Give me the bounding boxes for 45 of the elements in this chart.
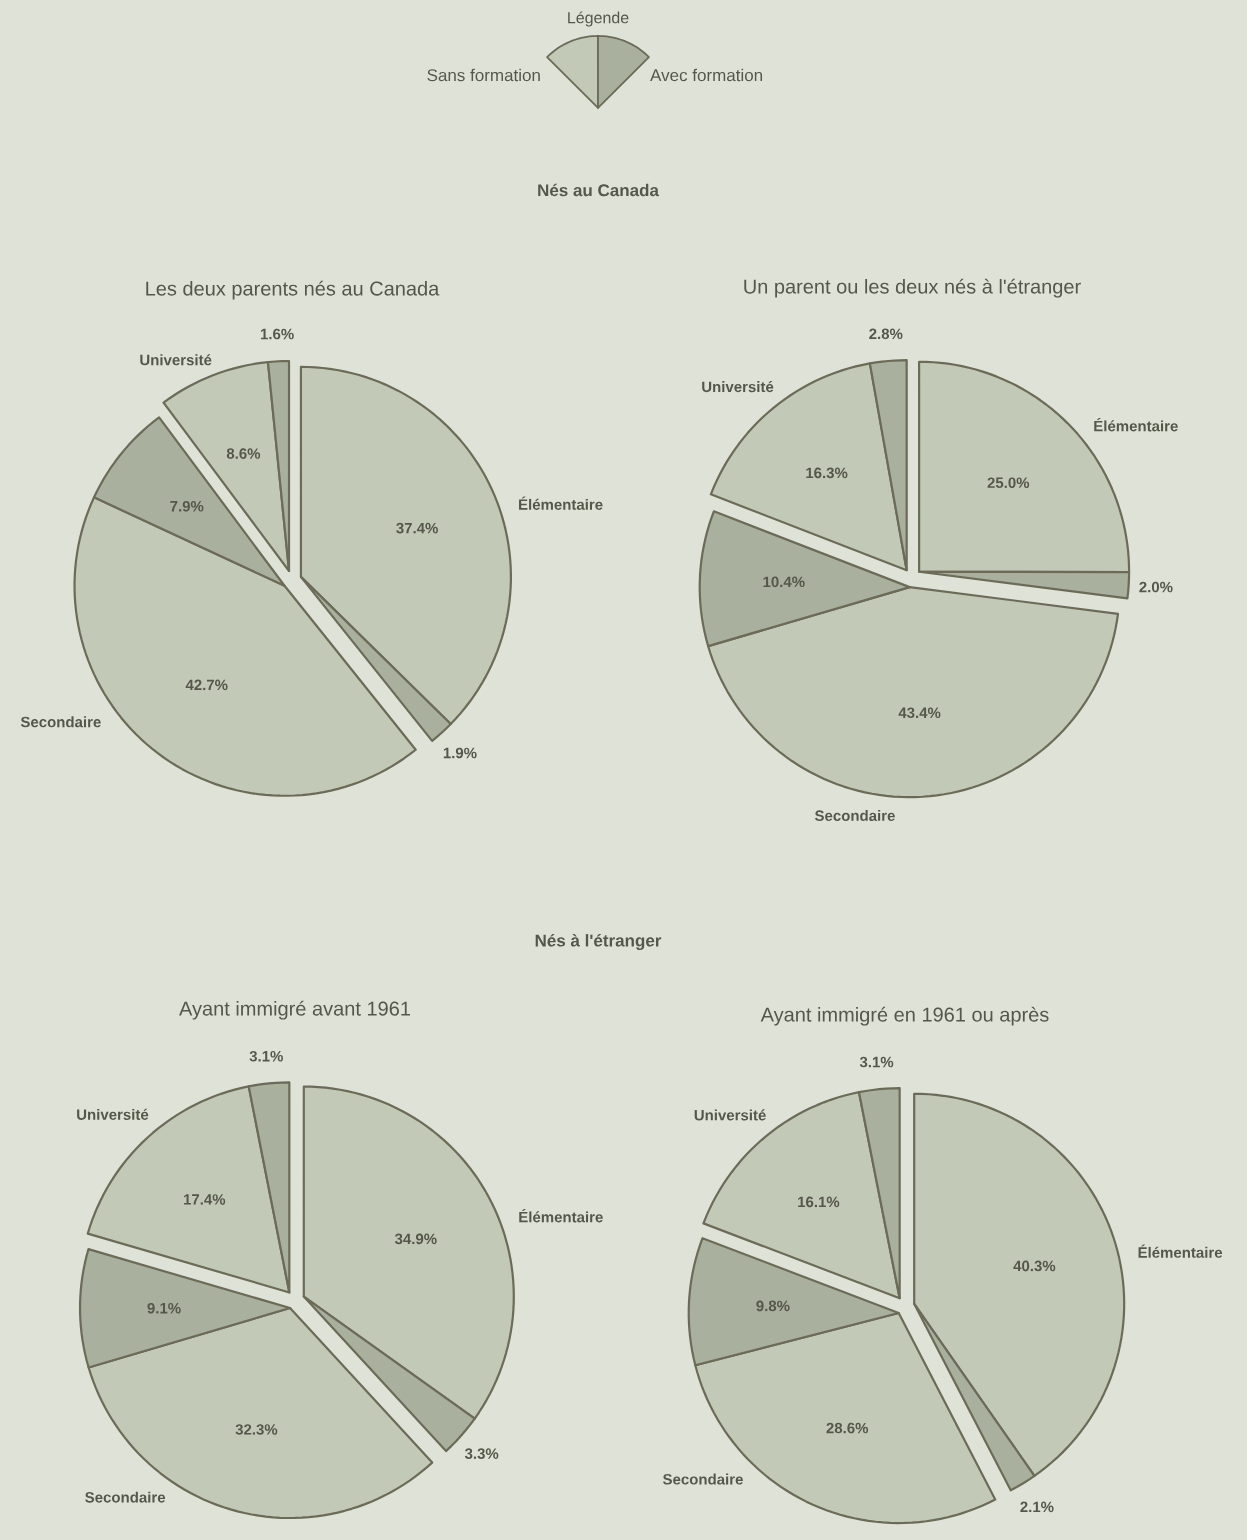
data-label: 9.8% — [756, 1300, 790, 1312]
slice-label: Secondaire — [814, 810, 895, 822]
data-label: 3.1% — [249, 1050, 283, 1062]
chart-title: Un parent ou les deux nés à l'étranger — [744, 278, 1081, 298]
data-label: 1.9% — [443, 747, 477, 759]
slice-label: Secondaire — [20, 716, 101, 728]
slice-label: Élémentaire — [519, 1208, 603, 1223]
chart-title: Les deux parents nés au Canada — [146, 280, 440, 300]
data-label: 37.4% — [396, 522, 438, 534]
text: Sans formation — [427, 68, 540, 82]
slice-label: Secondaire — [662, 1473, 743, 1485]
data-label: 42.7% — [185, 679, 228, 691]
text: Nés au Canada — [538, 183, 660, 197]
data-label: 1.6% — [260, 328, 294, 340]
data-label: 10.4% — [763, 576, 805, 588]
data-label: 16.3% — [806, 467, 848, 479]
data-label: 32.3% — [235, 1424, 278, 1435]
data-label: 3.3% — [464, 1448, 499, 1459]
data-label: 25.0% — [987, 477, 1030, 489]
slice-label: Université — [702, 380, 774, 393]
data-label: 2.1% — [1020, 1501, 1054, 1513]
data-label: 43.4% — [898, 707, 941, 719]
data-label: 34.9% — [394, 1233, 437, 1245]
slice-label: Élémentaire — [1138, 1244, 1223, 1258]
text: Nés à l'étranger — [535, 933, 662, 951]
slice-label: Université — [694, 1109, 766, 1121]
slice-label: Élémentaire — [1094, 417, 1178, 432]
data-label: 28.6% — [826, 1422, 869, 1434]
chart-title: Ayant immigré avant 1961 — [179, 1000, 410, 1020]
slice-label: Université — [140, 354, 212, 366]
data-label: 3.1% — [859, 1056, 894, 1068]
data-label: 2.8% — [869, 328, 903, 340]
data-label: 7.9% — [170, 500, 204, 512]
legend-title: Légende — [568, 11, 629, 27]
slice-label: Université — [77, 1108, 149, 1120]
text: Avec formation — [650, 68, 763, 82]
data-label: 17.4% — [183, 1194, 226, 1205]
data-label: 40.3% — [1013, 1260, 1056, 1272]
chart-title: Ayant immigré en 1961 ou après — [760, 1006, 1049, 1026]
slice-label: Secondaire — [85, 1491, 166, 1503]
data-label: 9.1% — [147, 1302, 181, 1314]
data-label: 2.0% — [1139, 581, 1173, 593]
data-label: 8.6% — [226, 448, 261, 459]
slice-label: Élémentaire — [519, 496, 603, 510]
data-label: 16.1% — [798, 1196, 840, 1208]
